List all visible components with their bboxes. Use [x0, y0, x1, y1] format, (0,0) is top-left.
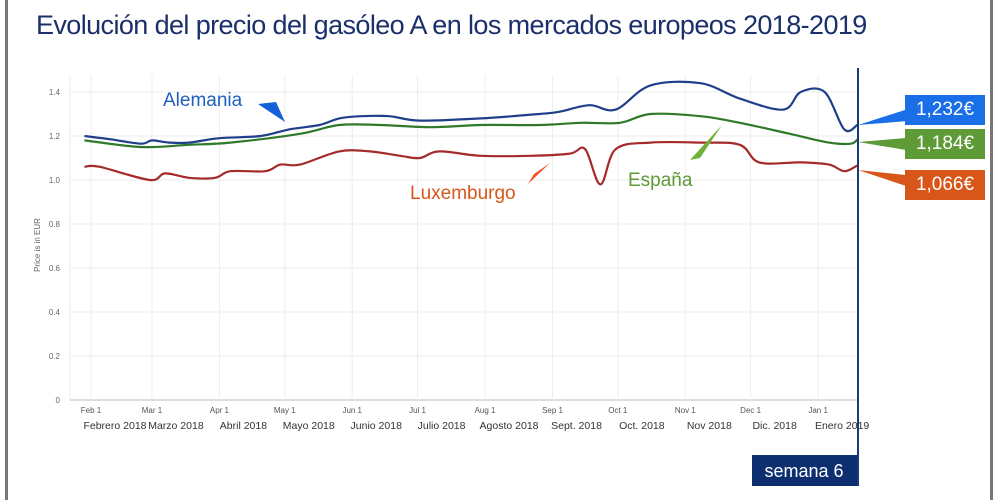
month-label: Agosto 2018	[480, 420, 539, 432]
month-label: Sept. 2018	[551, 420, 602, 432]
x-tick-label: Oct 1	[608, 406, 628, 415]
month-label: Marzo 2018	[148, 420, 204, 432]
x-tick-label: Feb 1	[81, 406, 102, 415]
month-label: Abril 2018	[220, 420, 267, 432]
week-marker-box	[752, 455, 857, 486]
final-value-espana: 1,184€	[905, 129, 985, 159]
frame-left-border	[5, 0, 8, 500]
final-value-luxemburgo: 1,066€	[905, 170, 985, 200]
annotation-luxemburgo: Luxemburgo	[410, 183, 516, 204]
month-label: Julio 2018	[418, 420, 466, 432]
week-marker-label: semana 6	[764, 461, 843, 481]
callout-pointer-luxemburgo	[858, 170, 906, 186]
x-tick-label: Mar 1	[142, 406, 163, 415]
month-label: Enero 2019	[815, 420, 869, 432]
series-lines	[84, 80, 859, 186]
month-label: Dic. 2018	[752, 420, 797, 432]
annotation-alemania: Alemania	[163, 90, 243, 111]
y-tick-label: 1.0	[49, 176, 61, 185]
y-tick-label: 0.6	[49, 264, 61, 273]
callout-pointer-espana	[858, 138, 906, 150]
y-tick-label: 0.2	[49, 352, 61, 361]
series-line-espana	[84, 112, 859, 149]
annotation-luxemburgo-pointer	[528, 163, 550, 184]
x-tick-label: Jun 1	[342, 406, 362, 415]
x-tick-label: Jul 1	[409, 406, 426, 415]
y-tick-label: 0.4	[49, 308, 61, 317]
month-label: Oct. 2018	[619, 420, 665, 432]
chart-title: Evolución del precio del gasóleo A en lo…	[36, 10, 867, 40]
month-label: Nov 2018	[687, 420, 732, 432]
callout-pointer-alemania	[858, 109, 908, 125]
series-line-luxemburgo	[84, 140, 858, 186]
final-value-alemania: 1,232€	[905, 95, 985, 125]
x-tick-label: Dec 1	[740, 406, 761, 415]
month-label: Junio 2018	[351, 420, 403, 432]
annotation-alemania-pointer	[258, 102, 285, 122]
y-axis-label: Price is in EUR	[33, 218, 42, 272]
month-label: Febrero 2018	[83, 420, 146, 432]
x-tick-label: Aug 1	[475, 406, 496, 415]
y-tick-label: 1.4	[49, 88, 61, 97]
x-tick-label: Jan 1	[808, 406, 828, 415]
frame-right-border	[990, 0, 993, 500]
x-tick-label: Nov 1	[675, 406, 696, 415]
x-tick-label: Sep 1	[542, 406, 563, 415]
annotation-espana: España	[628, 170, 693, 191]
x-tick-label: Apr 1	[210, 406, 230, 415]
month-label: Mayo 2018	[283, 420, 335, 432]
y-tick-label: 0	[56, 396, 61, 405]
x-tick-label: May 1	[274, 406, 296, 415]
y-tick-label: 1.2	[49, 132, 61, 141]
series-line-alemania	[84, 80, 858, 145]
y-tick-label: 0.8	[49, 220, 61, 229]
annotation-espana-pointer	[690, 125, 722, 160]
